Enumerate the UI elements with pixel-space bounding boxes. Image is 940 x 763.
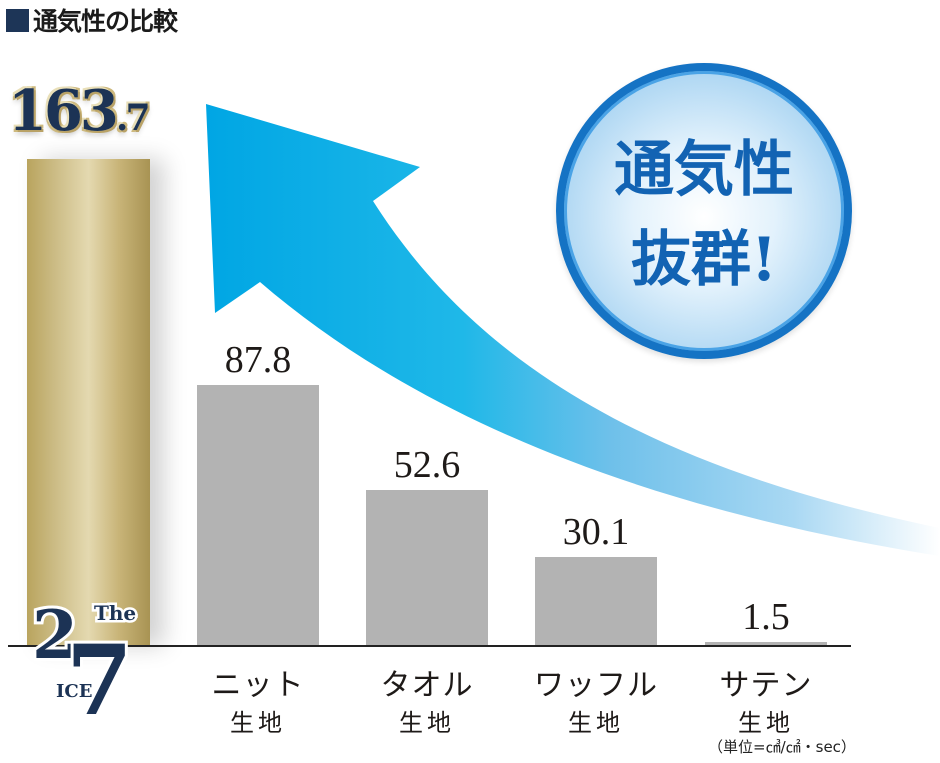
hero-value-main: 163 bbox=[7, 77, 120, 145]
value-label-towel: 52.6 bbox=[393, 444, 461, 486]
category-label-waffle: ワッフル bbox=[534, 668, 658, 703]
bar-towel bbox=[366, 490, 488, 646]
category-label-satin: サテン bbox=[719, 668, 813, 703]
bar-the27ice bbox=[27, 159, 150, 646]
hero-value: 163.7 bbox=[7, 77, 152, 145]
category-label-towel: タオル bbox=[380, 668, 474, 703]
svg-text:7: 7 bbox=[66, 624, 133, 736]
highlight-badge: 通気性 抜群! bbox=[556, 63, 852, 359]
value-label-waffle: 30.1 bbox=[562, 511, 630, 553]
bar-knit bbox=[197, 385, 319, 646]
bar-waffle bbox=[535, 557, 657, 646]
chart-title-text: 通気性の比較 bbox=[33, 7, 178, 36]
value-label-knit: 87.8 bbox=[224, 339, 292, 381]
logo-mark-icon: 2 7 The ICE bbox=[29, 593, 139, 740]
svg-text:ICE: ICE bbox=[56, 681, 92, 702]
badge-line-1: 通気性 bbox=[614, 135, 794, 205]
chart-title: 通気性の比較 bbox=[6, 2, 178, 38]
unit-note: （単位=㎤/㎠・sec） bbox=[708, 738, 856, 756]
category-sub-waffle: 生地 bbox=[568, 709, 624, 737]
value-label-satin: 1.5 bbox=[742, 596, 790, 638]
category-sub-towel: 生地 bbox=[399, 709, 455, 737]
bar-satin bbox=[705, 642, 827, 646]
x-axis-baseline bbox=[8, 645, 851, 647]
category-sub-knit: 生地 bbox=[230, 709, 286, 737]
hero-value-decimal: .7 bbox=[115, 96, 152, 140]
title-square-icon bbox=[6, 8, 29, 32]
category-sub-satin: 生地 bbox=[738, 709, 794, 737]
svg-text:2: 2 bbox=[32, 596, 78, 674]
svg-text:The: The bbox=[94, 601, 136, 625]
category-label-knit: ニット bbox=[211, 668, 305, 703]
badge-line-2: 抜群! bbox=[630, 225, 778, 295]
the27ice-logo: 2 7 The ICE bbox=[28, 593, 148, 740]
